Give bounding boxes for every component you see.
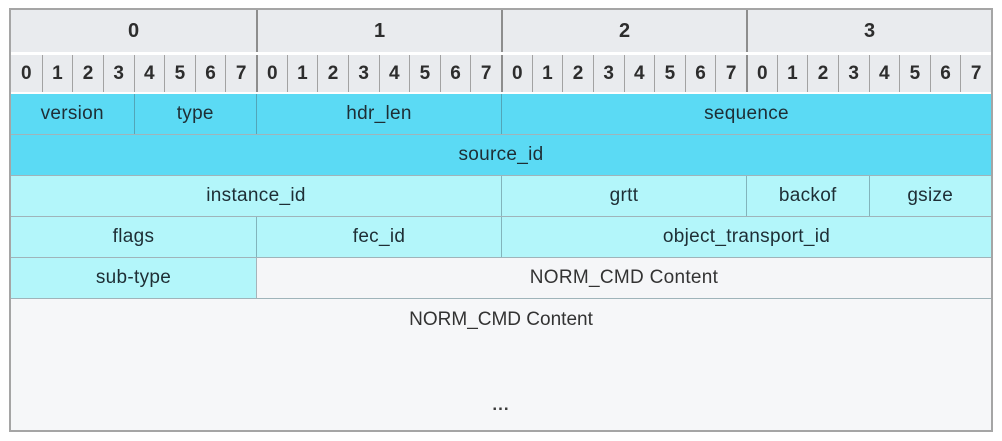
bit-index-label: 1 [531,55,563,92]
bit-index-label: 4 [133,55,165,92]
byte-offset-label: 0 [11,10,256,52]
bit-index-label: 7 [715,55,746,92]
field-flags: flags [11,217,256,257]
field-row: version type hdr_len sequence [11,94,991,134]
bit-index-label: 0 [501,55,532,92]
bit-index-label: 2 [317,55,348,92]
field-gsize: gsize [868,176,991,216]
field-fec-id: fec_id [256,217,501,257]
bit-index-label: 3 [102,55,134,92]
bit-index-label: 5 [409,55,440,92]
bit-index-label: 0 [11,55,42,92]
row-divider [11,216,991,217]
row-divider [11,134,991,135]
field-instance-id: instance_id [11,176,501,216]
field-source-id: source_id [11,135,991,175]
byte-offset-label: 1 [256,10,501,52]
bit-index-label: 2 [807,55,838,92]
field-sequence: sequence [501,94,991,134]
bit-index-label: 7 [225,55,256,92]
bit-index-label: 4 [868,55,900,92]
bit-index-label: 0 [746,55,777,92]
ellipsis: ... [492,395,510,414]
bit-index-label: 0 [256,55,287,92]
bit-index-label: 2 [72,55,103,92]
field-row: flags fec_id object_transport_id [11,217,991,257]
bit-index-label: 1 [776,55,808,92]
byte-offset-label: 3 [746,10,991,52]
bit-index-label: 6 [439,55,471,92]
field-norm-cmd-content: NORM_CMD Content [256,258,991,298]
cmd-content-label: NORM_CMD Content [409,309,593,330]
field-version: version [11,94,134,134]
bit-index-label: 5 [164,55,195,92]
bit-index-label: 5 [654,55,685,92]
bit-index-label: 3 [592,55,624,92]
field-sub-type: sub-type [11,258,256,298]
bit-index-label: 1 [286,55,318,92]
row-gap [11,92,991,94]
field-row: instance_id grtt backof gsize [11,176,991,216]
row-divider [11,257,991,258]
field-hdr-len: hdr_len [256,94,501,134]
field-row: source_id [11,135,991,175]
bit-index-label: 2 [562,55,593,92]
bit-index-label: 3 [347,55,379,92]
field-backof: backof [746,176,869,216]
row-divider [11,175,991,176]
packet-header-diagram: 0 1 2 3 0 1 2 3 4 5 6 7 0 1 2 3 4 5 6 7 0 1 2 3 4 5 6 7 0 1 2 3 4 5 6 7 vers… [9,8,993,432]
bit-index-label: 4 [623,55,655,92]
field-object-transport-id: object_transport_id [501,217,991,257]
bit-index-label: 1 [41,55,73,92]
bit-index-label: 4 [378,55,410,92]
field-grtt: grtt [501,176,746,216]
field-type: type [133,94,256,134]
bit-index-label: 6 [194,55,226,92]
bit-index-label: 7 [470,55,501,92]
cmd-content-area: NORM_CMD Content... [11,299,991,430]
bit-index-label: 6 [684,55,716,92]
row-gap [11,52,991,55]
row-divider [11,298,991,299]
bit-index-label: 6 [929,55,961,92]
bit-index-label: 5 [899,55,930,92]
field-row: sub-type NORM_CMD Content [11,258,991,298]
bit-index-label: 7 [960,55,991,92]
byte-offset-label: 2 [501,10,746,52]
bit-index-label: 3 [837,55,869,92]
